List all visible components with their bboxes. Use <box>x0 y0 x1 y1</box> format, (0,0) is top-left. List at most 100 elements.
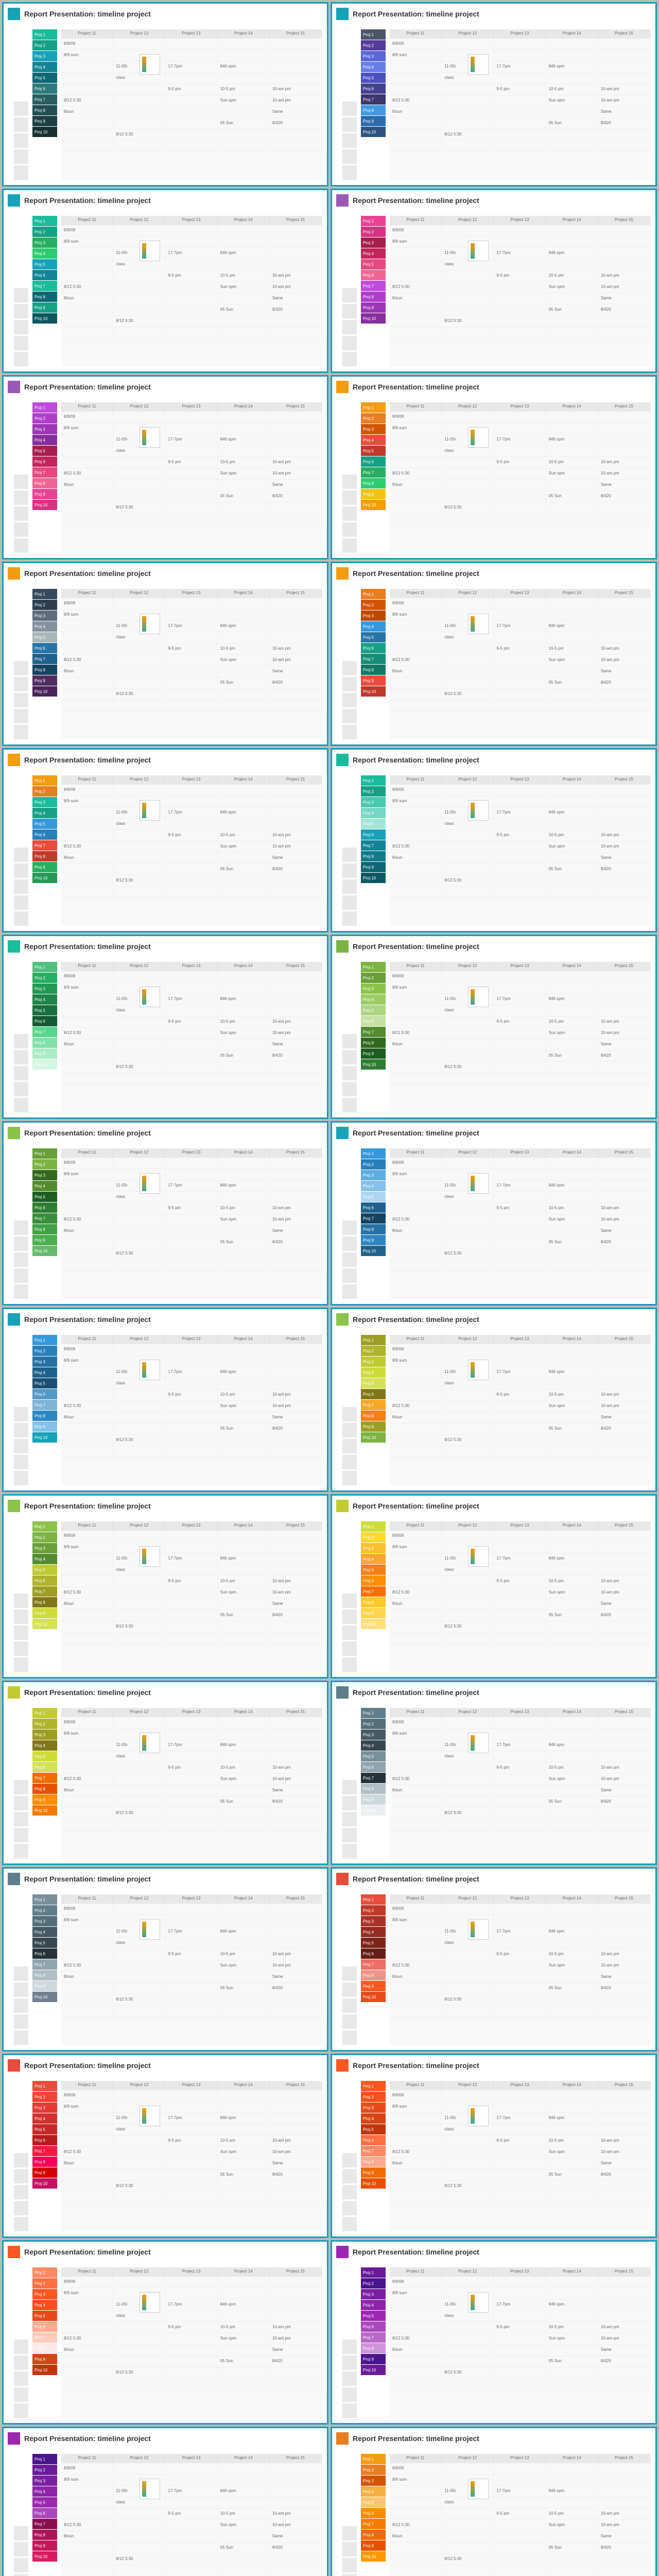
toolbar-button[interactable] <box>342 288 357 302</box>
toolbar-button[interactable] <box>342 117 357 132</box>
swatch[interactable]: Proj 6 <box>361 270 386 280</box>
toolbar-button[interactable] <box>14 1844 28 1858</box>
swatch[interactable]: Proj 10 <box>361 1059 386 1070</box>
swatch[interactable]: Proj 6 <box>361 1948 386 1959</box>
swatch[interactable]: Proj 1 <box>361 775 386 786</box>
toolbar-button[interactable] <box>14 1252 28 1267</box>
swatch[interactable]: Proj 4 <box>361 62 386 72</box>
swatch[interactable]: Proj 3 <box>361 2103 386 2113</box>
swatch[interactable]: Proj 4 <box>32 994 57 1005</box>
swatch[interactable]: Proj 1 <box>361 1894 386 1905</box>
toolbar-button[interactable] <box>342 709 357 723</box>
toolbar-button[interactable] <box>14 1439 28 1453</box>
swatch[interactable]: Proj 10 <box>361 2365 386 2375</box>
toolbar-button[interactable] <box>342 1098 357 1112</box>
toolbar-button[interactable] <box>342 725 357 739</box>
swatch[interactable]: Proj 8 <box>361 1224 386 1234</box>
swatch[interactable]: Proj 1 <box>32 402 57 413</box>
toolbar-button[interactable] <box>14 1998 28 2013</box>
swatch[interactable]: Proj 2 <box>361 2465 386 2475</box>
swatch[interactable]: Proj 3 <box>32 51 57 61</box>
swatch[interactable]: Proj 4 <box>32 435 57 445</box>
swatch[interactable]: Proj 10 <box>32 1432 57 1443</box>
toolbar-button[interactable] <box>342 863 357 878</box>
toolbar-button[interactable] <box>14 1641 28 1656</box>
toolbar-button[interactable] <box>342 2014 357 2029</box>
swatch[interactable]: Proj 3 <box>361 238 386 248</box>
toolbar-button[interactable] <box>14 1625 28 1640</box>
swatch[interactable]: Proj 2 <box>361 1159 386 1170</box>
swatch[interactable]: Proj 4 <box>361 248 386 259</box>
swatch[interactable]: Proj 7 <box>361 840 386 851</box>
swatch[interactable]: Proj 1 <box>32 2081 57 2091</box>
swatch[interactable]: Proj 10 <box>32 1246 57 1256</box>
swatch[interactable]: Proj 7 <box>361 94 386 105</box>
swatch[interactable]: Proj 2 <box>32 973 57 983</box>
swatch[interactable]: Proj 10 <box>361 1619 386 1629</box>
swatch[interactable]: Proj 7 <box>32 94 57 105</box>
swatch[interactable]: Proj 9 <box>32 2167 57 2178</box>
toolbar-button[interactable] <box>342 1796 357 1810</box>
swatch[interactable]: Proj 2 <box>361 227 386 237</box>
swatch[interactable]: Proj 7 <box>32 1213 57 1224</box>
toolbar-button[interactable] <box>342 1609 357 1624</box>
toolbar-button[interactable] <box>14 2014 28 2029</box>
swatch[interactable]: Proj 4 <box>361 1927 386 1937</box>
swatch[interactable]: Proj 2 <box>32 2092 57 2102</box>
swatch[interactable]: Proj 2 <box>361 1346 386 1356</box>
swatch[interactable]: Proj 3 <box>32 1170 57 1180</box>
swatch[interactable]: Proj 7 <box>32 1959 57 1970</box>
swatch[interactable]: Proj 3 <box>361 51 386 61</box>
toolbar-button[interactable] <box>14 1268 28 1283</box>
toolbar-button[interactable] <box>342 895 357 910</box>
swatch[interactable]: Proj 9 <box>361 1048 386 1059</box>
toolbar-button[interactable] <box>342 1221 357 1235</box>
swatch[interactable]: Proj 6 <box>32 1762 57 1772</box>
swatch[interactable]: Proj 7 <box>361 2519 386 2529</box>
swatch[interactable]: Proj 10 <box>361 2551 386 2562</box>
toolbar-button[interactable] <box>342 1252 357 1267</box>
toolbar-button[interactable] <box>342 879 357 894</box>
toolbar-button[interactable] <box>14 1828 28 1842</box>
swatch[interactable]: Proj 3 <box>32 424 57 434</box>
swatch[interactable]: Proj 9 <box>361 1235 386 1245</box>
toolbar-button[interactable] <box>342 2201 357 2215</box>
swatch[interactable]: Proj 8 <box>361 1970 386 1980</box>
swatch[interactable]: Proj 8 <box>361 2530 386 2540</box>
toolbar-button[interactable] <box>14 1471 28 1485</box>
toolbar-button[interactable] <box>14 2542 28 2556</box>
toolbar-button[interactable] <box>14 1407 28 1421</box>
swatch[interactable]: Proj 8 <box>32 105 57 115</box>
swatch[interactable]: Proj 4 <box>361 435 386 445</box>
toolbar-button[interactable] <box>14 1236 28 1251</box>
swatch[interactable]: Proj 4 <box>361 2300 386 2310</box>
swatch[interactable]: Proj 10 <box>361 127 386 137</box>
swatch[interactable]: Proj 6 <box>32 2135 57 2145</box>
swatch[interactable]: Proj 7 <box>32 1027 57 1037</box>
swatch[interactable]: Proj 6 <box>32 1202 57 1213</box>
swatch[interactable]: Proj 9 <box>361 1608 386 1618</box>
toolbar-button[interactable] <box>14 1034 28 1048</box>
swatch[interactable]: Proj 4 <box>361 621 386 632</box>
toolbar-button[interactable] <box>342 2574 357 2576</box>
toolbar-button[interactable] <box>342 1812 357 1826</box>
toolbar-button[interactable] <box>342 1967 357 1981</box>
swatch[interactable]: Proj 3 <box>361 984 386 994</box>
toolbar-button[interactable] <box>14 1657 28 1672</box>
toolbar-button[interactable] <box>342 2169 357 2183</box>
swatch[interactable]: Proj 9 <box>32 862 57 872</box>
swatch[interactable]: Proj 6 <box>361 456 386 467</box>
swatch[interactable]: Proj 5 <box>361 2497 386 2507</box>
swatch[interactable]: Proj 9 <box>361 675 386 686</box>
toolbar-button[interactable] <box>342 1844 357 1858</box>
toolbar-button[interactable] <box>14 2030 28 2045</box>
toolbar-button[interactable] <box>14 2526 28 2540</box>
swatch[interactable]: Proj 3 <box>361 1730 386 1740</box>
swatch[interactable]: Proj 5 <box>361 819 386 829</box>
swatch[interactable]: Proj 7 <box>32 467 57 478</box>
toolbar-button[interactable] <box>14 2201 28 2215</box>
swatch[interactable]: Proj 7 <box>32 2519 57 2529</box>
swatch[interactable]: Proj 4 <box>32 2486 57 2497</box>
swatch[interactable]: Proj 7 <box>361 1400 386 1410</box>
swatch[interactable]: Proj 9 <box>361 2540 386 2551</box>
